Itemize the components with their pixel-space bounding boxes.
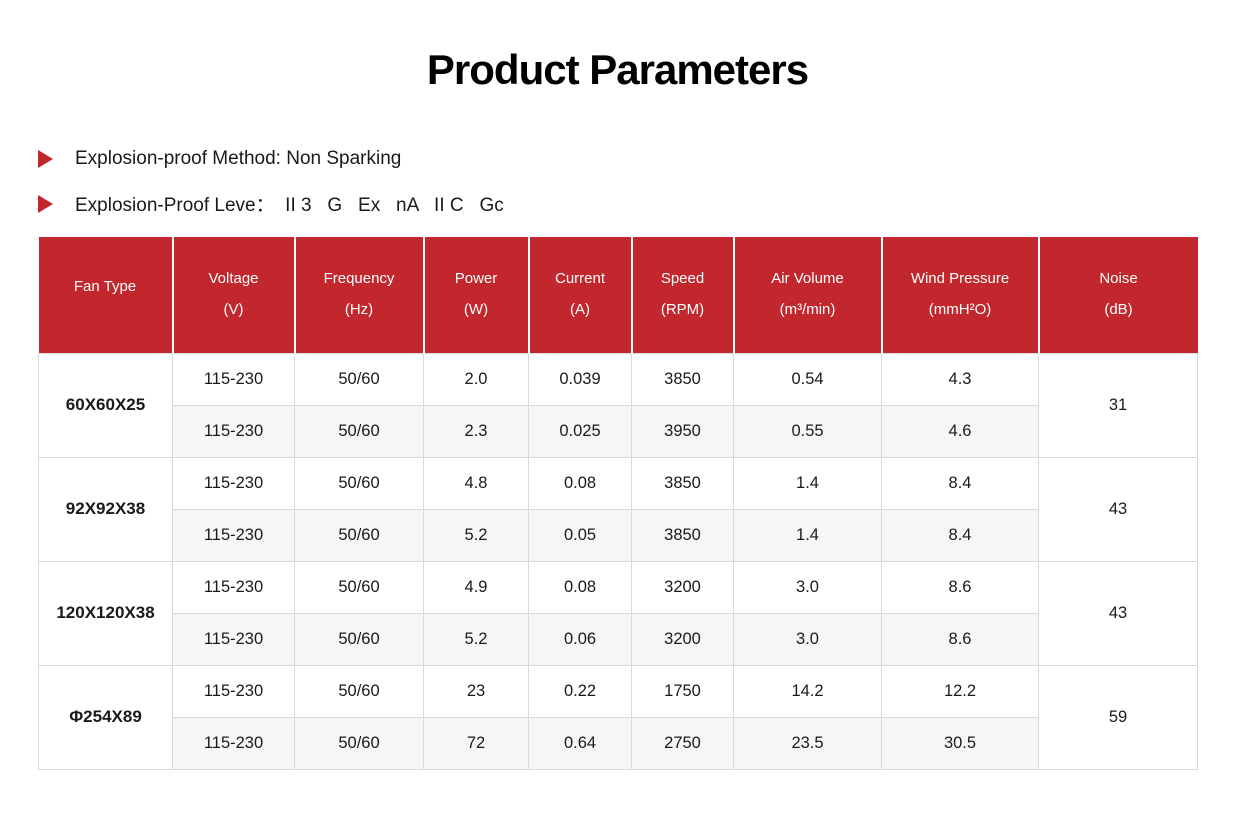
noise-cell: 31 [1038,352,1198,458]
air-volume-cell: 0.54 [733,352,882,406]
speed-cell: 3850 [631,508,734,562]
fan-type-cell: 60X60X25 [38,352,173,458]
fan-type-cell: Φ254X89 [38,664,173,770]
table-row: 60X60X25 115-230 50/60 2.0 0.039 3850 0.… [38,352,1198,458]
noise-cell: 43 [1038,456,1198,562]
table-row: 115-230 50/60 5.2 0.05 3850 1.4 8.4 [39,508,1198,562]
bullet-explosion-proof-level: Explosion-Proof Leve： II 3 G Ex nA II C … [38,190,1235,217]
col-header-wind-pressure: Wind Pressure (mmH²O) [881,237,1040,353]
power-cell: 23 [423,664,529,718]
air-volume-cell: 3.0 [733,612,882,666]
speed-cell: 3850 [631,456,734,510]
current-cell: 0.22 [528,664,632,718]
page-title: Product Parameters [426,46,809,93]
frequency-cell: 50/60 [294,508,424,562]
current-cell: 0.08 [528,456,632,510]
fan-type-cell: 120X120X38 [38,560,173,666]
voltage-cell: 115-230 [172,612,295,666]
col-header-air-volume: Air Volume (m³/min) [733,237,883,353]
frequency-cell: 50/60 [294,352,424,406]
current-cell: 0.08 [528,560,632,614]
wind-pressure-cell: 12.2 [881,664,1039,718]
speed-cell: 3200 [631,612,734,666]
col-header-frequency: Frequency (Hz) [294,237,425,353]
speed-cell: 3850 [631,352,734,406]
col-header-power: Power (W) [423,237,530,353]
col-header-speed: Speed (RPM) [631,237,735,353]
bullet-explosion-proof-method: Explosion-proof Method: Non Sparking [38,148,1235,170]
current-cell: 0.039 [528,352,632,406]
air-volume-cell: 1.4 [733,456,882,510]
voltage-cell: 115-230 [172,456,295,510]
wind-pressure-cell: 8.4 [881,456,1039,510]
col-header-fan-type: Fan Type [38,237,174,353]
wind-pressure-cell: 30.5 [881,716,1039,770]
bullet-label: Explosion-proof Method: Non Sparking [75,148,402,169]
frequency-cell: 50/60 [294,560,424,614]
frequency-cell: 50/60 [294,664,424,718]
noise-cell: 59 [1038,664,1198,770]
frequency-cell: 50/60 [294,456,424,510]
wind-pressure-cell: 8.6 [881,560,1039,614]
fan-type-cell: 92X92X38 [38,456,173,562]
current-cell: 0.64 [528,716,632,770]
col-header-noise: Noise (dB) [1038,237,1198,353]
speed-cell: 2750 [631,716,734,770]
header-row: Fan Type Voltage (V) Frequency (Hz) Power(… [38,237,1198,353]
triangle-bullet-icon [38,150,53,168]
bullet-label: Explosion-Proof Leve： II 3 G Ex nA II C … [75,195,504,216]
air-volume-cell: 0.55 [733,404,882,458]
current-cell: 0.025 [528,404,632,458]
noise-cell: 43 [1038,560,1198,666]
power-cell: 4.9 [423,560,529,614]
col-header-current: Current (A) [528,237,633,353]
current-cell: 0.05 [528,508,632,562]
voltage-cell: 115-230 [172,404,295,458]
table-row: 92X92X38 115-230 50/60 4.8 0.08 3850 1.4… [38,456,1198,562]
wind-pressure-cell: 8.6 [881,612,1039,666]
current-cell: 0.06 [528,612,632,666]
power-cell: 4.8 [423,456,529,510]
frequency-cell: 50/60 [294,612,424,666]
triangle-bullet-icon [38,194,53,213]
product-parameters-table: Fan Type Voltage (V) Frequency (Hz) Power(… [38,237,1198,770]
voltage-cell: 115-230 [172,352,295,406]
wind-pressure-cell: 4.6 [881,404,1039,458]
wind-pressure-cell: 8.4 [881,508,1039,562]
power-cell: 5.2 [423,508,529,562]
table-row: Φ254X89 115-230 50/60 23 0.22 1750 14.2 … [38,664,1198,770]
power-cell: 5.2 [423,612,529,666]
speed-cell: 3200 [631,560,734,614]
frequency-cell: 50/60 [294,404,424,458]
power-cell: 2.0 [423,352,529,406]
power-cell: 72 [423,716,529,770]
air-volume-cell: 1.4 [733,508,882,562]
table-row: 115-230 50/60 72 0.64 2750 23.5 30.5 [39,716,1198,770]
voltage-cell: 115-230 [172,560,295,614]
air-volume-cell: 3.0 [733,560,882,614]
power-cell: 2.3 [423,404,529,458]
table-row: 120X120X38 115-230 50/60 4.9 0.08 3200 3… [38,560,1198,666]
table-row: 115-230 50/60 5.2 0.06 3200 3.0 8.6 [39,612,1198,666]
air-volume-cell: 14.2 [733,664,882,718]
air-volume-cell: 23.5 [733,716,882,770]
wind-pressure-cell: 4.3 [881,352,1039,406]
col-header-voltage: Voltage (V) [172,237,296,353]
table-row: 115-230 50/60 2.3 0.025 3950 0.55 4.6 [39,404,1198,458]
voltage-cell: 115-230 [172,716,295,770]
speed-cell: 1750 [631,664,734,718]
frequency-cell: 50/60 [294,716,424,770]
bullet-list: Explosion-proof Method: Non Sparking Exp… [38,148,1235,217]
speed-cell: 3950 [631,404,734,458]
voltage-cell: 115-230 [172,664,295,718]
voltage-cell: 115-230 [172,508,295,562]
